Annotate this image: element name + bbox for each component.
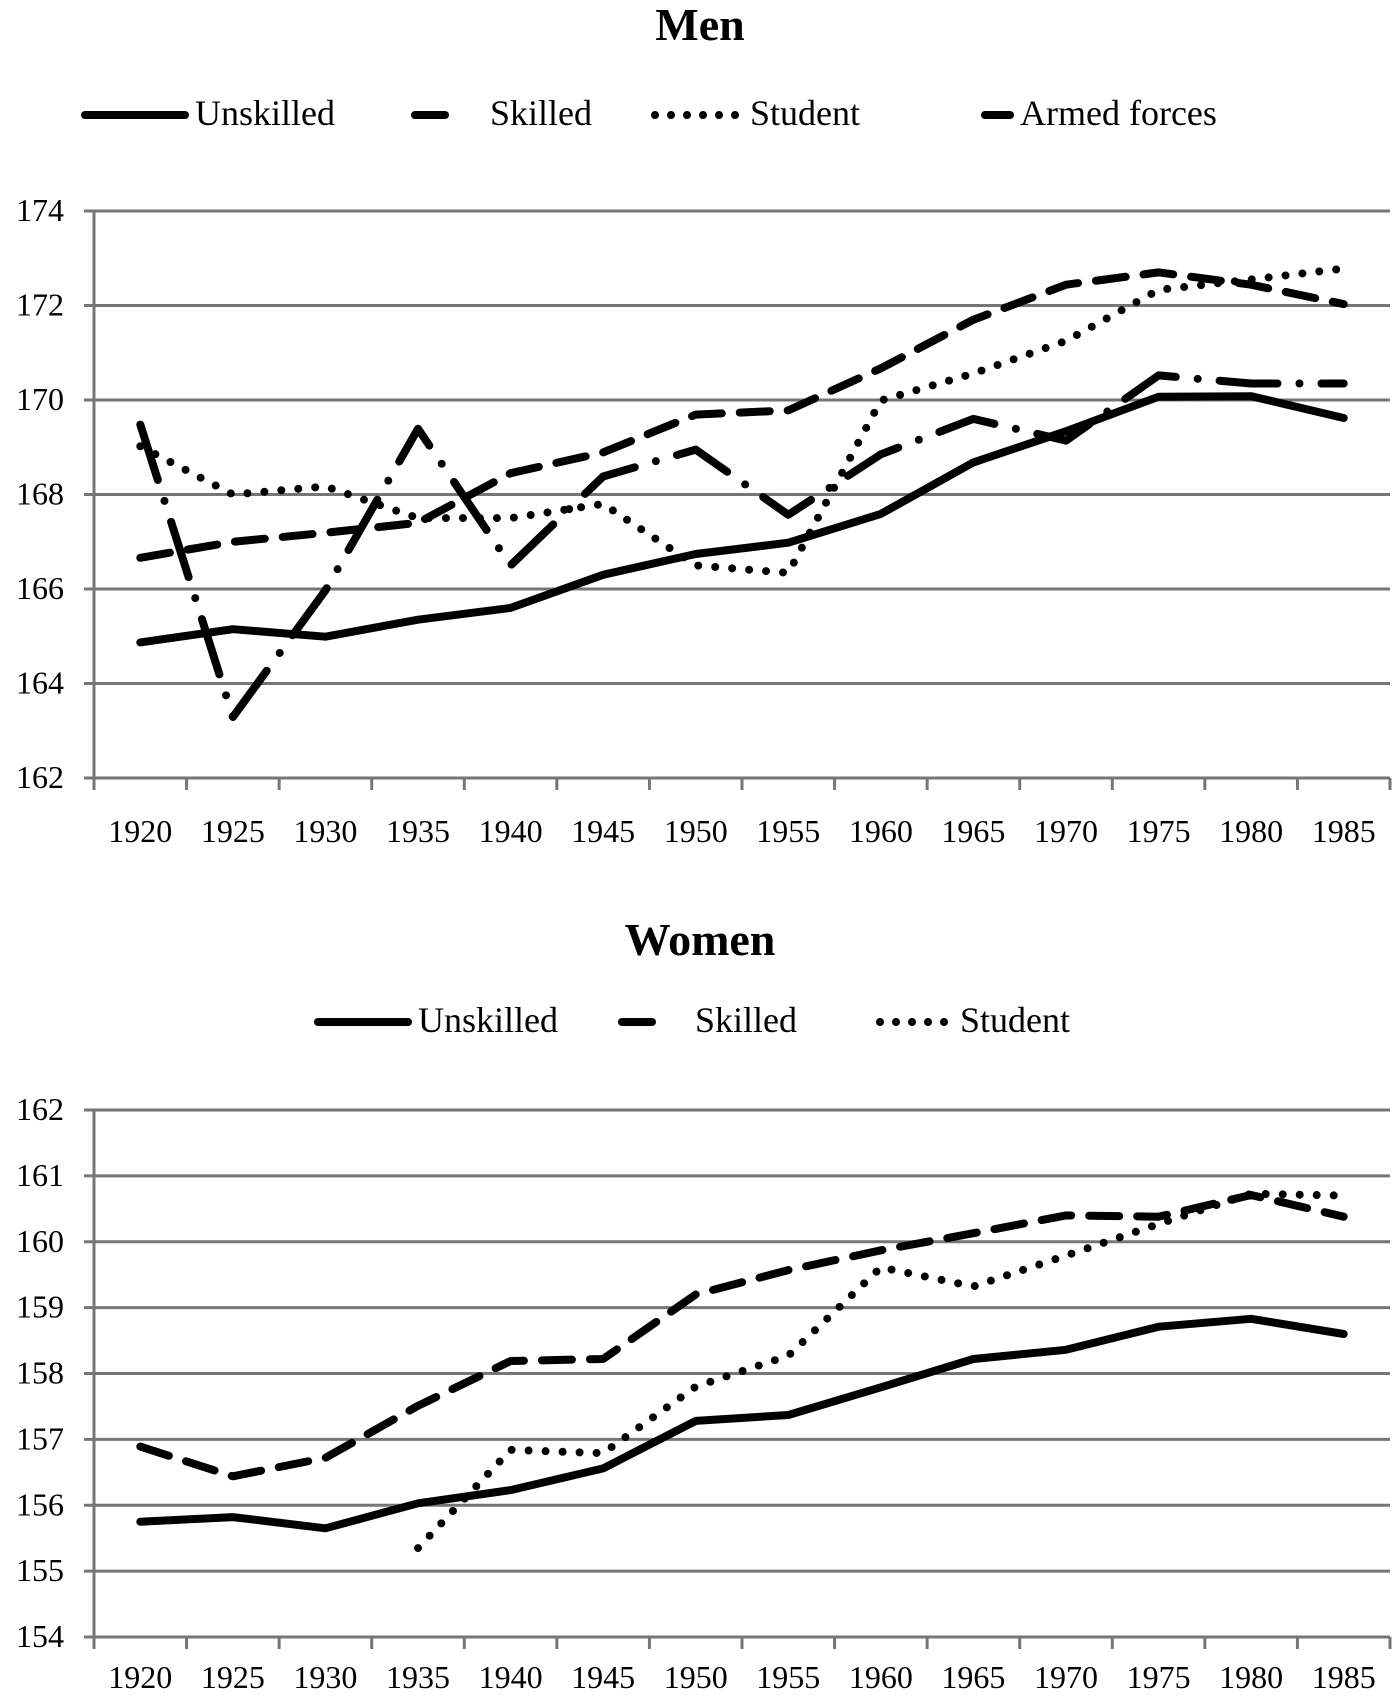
x-tick-label: 1935 (386, 813, 450, 849)
legend-label: Student (960, 1000, 1070, 1040)
x-tick-label: 1920 (108, 1659, 172, 1695)
series-line-skilled (136, 268, 1348, 562)
y-tick-label: 168 (16, 476, 64, 512)
x-tick-label: 1940 (479, 813, 543, 849)
x-tick-label: 1935 (386, 1659, 450, 1695)
y-tick-label: 155 (16, 1552, 64, 1588)
legend-label: Skilled (695, 1000, 797, 1040)
chart-men: Men Unskilled Skilled Student Armed forces 16… (16, 0, 1392, 849)
series-line-armed-forces (136, 371, 1348, 721)
x-tick-label: 1945 (571, 1659, 635, 1695)
y-tick-label: 161 (16, 1157, 64, 1193)
x-tick-label: 1960 (849, 1659, 913, 1695)
x-tick-label: 1925 (201, 1659, 265, 1695)
y-tick-label: 164 (16, 665, 64, 701)
legend-item: Skilled (411, 93, 592, 133)
y-tick-label: 154 (16, 1618, 64, 1654)
x-tick-label: 1960 (849, 813, 913, 849)
legend-item: Unskilled (81, 93, 335, 133)
chart-title: Men (655, 0, 744, 50)
chart-women: Women Unskilled Skilled Student 154 155 156 157… (16, 914, 1392, 1695)
legend-item: Skilled (618, 1000, 797, 1040)
series-line-unskilled (136, 392, 1348, 647)
x-tick-label: 1965 (941, 1659, 1005, 1695)
y-tick-label: 162 (16, 759, 64, 795)
x-tick-label: 1975 (1127, 1659, 1191, 1695)
series-line-skilled (136, 1191, 1348, 1481)
y-tick-label: 156 (16, 1486, 64, 1522)
series-line-unskilled (136, 1314, 1348, 1533)
legend-label: Unskilled (418, 1000, 558, 1040)
x-tick-label: 1980 (1219, 813, 1283, 849)
chart-title: Women (625, 914, 776, 965)
legend-item: Student (876, 1000, 1070, 1040)
y-tick-label: 172 (16, 287, 64, 323)
x-tick-label: 1930 (293, 813, 357, 849)
legend-label: Student (750, 93, 860, 133)
x-tick-label: 1940 (479, 1659, 543, 1695)
x-tick-label: 1955 (756, 1659, 820, 1695)
x-tick-label: 1985 (1312, 1659, 1376, 1695)
x-tick-label: 1970 (1034, 1659, 1098, 1695)
y-tick-label: 170 (16, 381, 64, 417)
x-tick-label: 1920 (108, 813, 172, 849)
y-tick-label: 174 (16, 192, 64, 228)
y-tick-label: 157 (16, 1420, 64, 1456)
legend-label: Unskilled (195, 93, 335, 133)
x-tick-label: 1950 (664, 1659, 728, 1695)
x-tick-label: 1975 (1127, 813, 1191, 849)
x-tick-label: 1955 (756, 813, 820, 849)
series-line-student (136, 264, 1348, 577)
x-tick-label: 1965 (941, 813, 1005, 849)
x-tick-label: 1925 (201, 813, 265, 849)
x-tick-label: 1945 (571, 813, 635, 849)
y-tick-label: 160 (16, 1223, 64, 1259)
x-tick-label: 1970 (1034, 813, 1098, 849)
legend-item: Unskilled (314, 1000, 558, 1040)
x-tick-label: 1950 (664, 813, 728, 849)
y-tick-label: 166 (16, 570, 64, 606)
legend-label: Armed forces (1020, 93, 1217, 133)
y-tick-label: 158 (16, 1355, 64, 1391)
legend-label: Skilled (490, 93, 592, 133)
y-tick-label: 159 (16, 1289, 64, 1325)
legend-item: Armed forces (981, 93, 1217, 133)
y-tick-label: 162 (16, 1091, 64, 1127)
x-tick-label: 1980 (1219, 1659, 1283, 1695)
x-tick-label: 1985 (1312, 813, 1376, 849)
x-tick-label: 1930 (293, 1659, 357, 1695)
legend-item: Student (651, 93, 860, 133)
